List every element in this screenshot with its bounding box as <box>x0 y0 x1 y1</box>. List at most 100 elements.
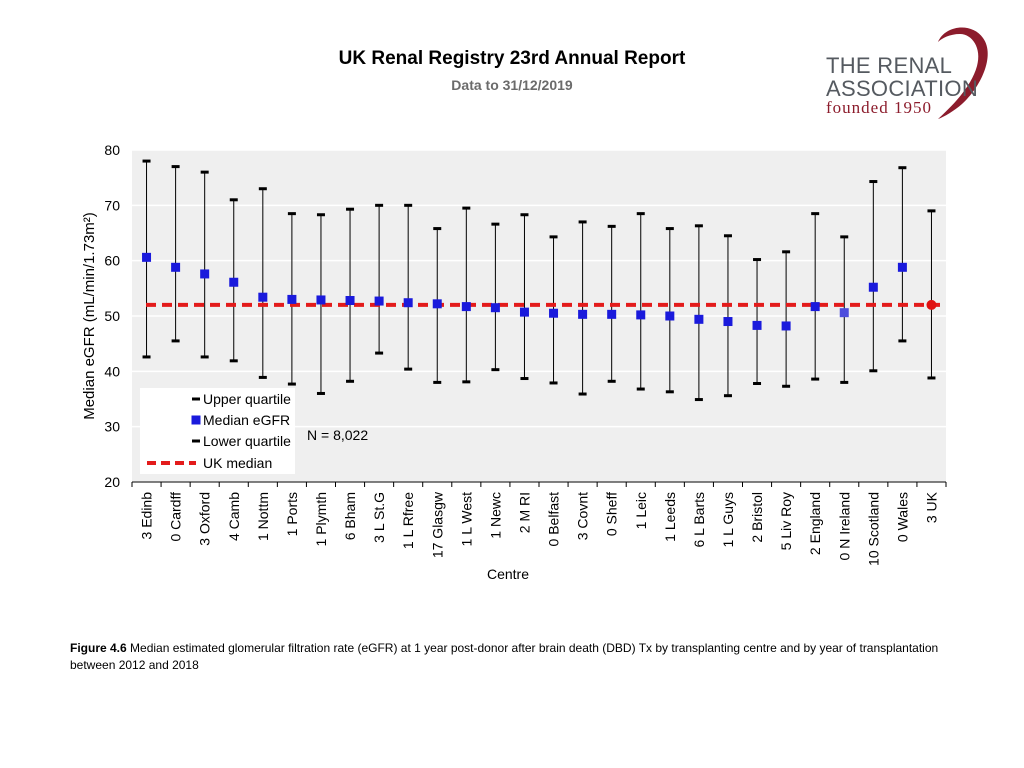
legend-symbol-lower <box>192 439 200 443</box>
upper-quartile-mark-2 <box>200 170 209 174</box>
median-marker-8 <box>374 296 384 306</box>
median-marker-9 <box>403 298 413 308</box>
median-marker-2 <box>200 269 210 279</box>
category-label-6: 1 Plymth <box>313 492 329 546</box>
lower-quartile-mark-18 <box>665 390 674 394</box>
upper-quartile-mark-24 <box>840 235 849 239</box>
median-marker-20 <box>723 317 733 327</box>
figure-label: Figure 4.6 <box>70 641 127 655</box>
renal-association-logo: THE RENAL ASSOCIATION founded 1950 <box>820 22 1000 122</box>
category-label-2: 3 Oxford <box>197 492 213 546</box>
upper-quartile-mark-0 <box>142 159 151 163</box>
median-marker-18 <box>665 311 675 321</box>
y-axis-label: Median eGFR (mL/min/1.73m²) <box>81 212 98 420</box>
category-label-23: 2 England <box>807 492 823 555</box>
upper-quartile-mark-25 <box>869 180 878 184</box>
lower-quartile-mark-25 <box>869 369 878 373</box>
median-marker-5 <box>287 294 297 304</box>
logo-text-line3: founded 1950 <box>826 98 932 117</box>
median-marker-0 <box>142 252 152 262</box>
upper-quartile-mark-4 <box>258 187 267 191</box>
median-marker-6 <box>316 295 326 305</box>
median-marker-1 <box>171 262 181 272</box>
y-tick-label-50: 50 <box>104 308 120 324</box>
legend-label-2: Lower quartile <box>203 433 291 449</box>
category-label-22: 5 Liv Roy <box>778 492 794 550</box>
category-label-19: 6 L Barts <box>691 492 707 548</box>
category-label-5: 1 Ports <box>284 492 300 536</box>
category-label-14: 0 Belfast <box>546 492 562 547</box>
figure-caption: Figure 4.6 Median estimated glomerular f… <box>70 640 950 674</box>
lower-quartile-mark-13 <box>520 377 529 381</box>
median-marker-14 <box>549 308 559 318</box>
median-marker-11 <box>461 302 471 312</box>
x-axis-label: Centre <box>487 566 529 582</box>
category-label-3: 4 Camb <box>226 492 242 541</box>
report-title: UK Renal Registry 23rd Annual Report <box>338 48 686 69</box>
median-marker-16 <box>607 309 617 319</box>
category-label-1: 0 Cardff <box>168 492 184 542</box>
median-marker-17 <box>636 310 646 320</box>
lower-quartile-mark-20 <box>723 394 732 398</box>
category-label-25: 10 Scotland <box>865 492 881 566</box>
lower-quartile-mark-2 <box>200 355 209 359</box>
category-label-18: 1 Leeds <box>662 492 678 542</box>
lower-quartile-mark-14 <box>549 381 558 385</box>
median-marker-21 <box>752 320 762 330</box>
lower-quartile-mark-5 <box>287 382 296 386</box>
upper-quartile-mark-17 <box>636 212 645 216</box>
legend-label-3: UK median <box>203 455 272 471</box>
upper-quartile-mark-11 <box>462 206 471 210</box>
upper-quartile-mark-5 <box>287 212 296 216</box>
lower-quartile-mark-22 <box>782 384 791 388</box>
upper-quartile-mark-16 <box>607 224 616 228</box>
upper-quartile-mark-20 <box>723 234 732 238</box>
median-marker-23 <box>810 302 820 312</box>
upper-quartile-mark-1 <box>171 165 180 169</box>
y-tick-label-70: 70 <box>104 197 120 213</box>
upper-quartile-mark-8 <box>375 203 384 207</box>
legend-box <box>140 388 295 474</box>
median-marker-13 <box>519 307 529 317</box>
lower-quartile-mark-26 <box>898 339 907 343</box>
upper-quartile-mark-19 <box>694 224 703 228</box>
y-tick-label-40: 40 <box>104 363 120 379</box>
lower-quartile-mark-27 <box>927 376 936 380</box>
category-label-8: 3 L St.G <box>371 492 387 543</box>
category-label-12: 1 Newc <box>487 492 503 539</box>
lower-quartile-mark-16 <box>607 379 616 383</box>
y-tick-label-20: 20 <box>104 474 120 490</box>
median-marker-27 <box>926 299 937 310</box>
upper-quartile-mark-9 <box>404 203 413 207</box>
upper-quartile-mark-23 <box>811 212 820 216</box>
lower-quartile-mark-7 <box>346 379 355 383</box>
legend-symbol-upper <box>192 397 200 401</box>
category-label-7: 6 Bham <box>342 492 358 540</box>
logo-text-line1: THE RENAL <box>826 53 953 78</box>
y-tick-label-30: 30 <box>104 419 120 435</box>
report-subtitle: Data to 31/12/2019 <box>451 77 573 93</box>
egfr-chart: 20 30 40 50 60 70 80 Median eGFR (mL/min/1.73m²… <box>81 142 947 582</box>
figure-caption-text: Median estimated glomerular filtration r… <box>70 641 939 672</box>
lower-quartile-mark-11 <box>462 380 471 384</box>
sample-size-annotation: N = 8,022 <box>307 427 368 443</box>
legend-label-0: Upper quartile <box>203 391 291 407</box>
category-label-11: 1 L West <box>458 492 474 547</box>
category-label-13: 2 M RI <box>516 492 532 533</box>
logo-swirl-icon <box>938 27 988 119</box>
median-marker-7 <box>345 296 355 306</box>
y-tick-label-60: 60 <box>104 253 120 269</box>
lower-quartile-mark-15 <box>578 392 587 396</box>
lower-quartile-mark-4 <box>258 375 267 379</box>
upper-quartile-mark-26 <box>898 166 907 170</box>
upper-quartile-mark-7 <box>346 207 355 211</box>
lower-quartile-mark-6 <box>316 391 325 395</box>
category-label-26: 0 Wales <box>894 492 910 542</box>
upper-quartile-mark-14 <box>549 235 558 239</box>
median-marker-10 <box>432 299 442 309</box>
median-marker-19 <box>694 314 704 324</box>
lower-quartile-mark-8 <box>375 351 384 355</box>
lower-quartile-mark-23 <box>811 377 820 381</box>
legend-symbol-median <box>191 415 201 425</box>
legend-label-1: Median eGFR <box>203 412 290 428</box>
